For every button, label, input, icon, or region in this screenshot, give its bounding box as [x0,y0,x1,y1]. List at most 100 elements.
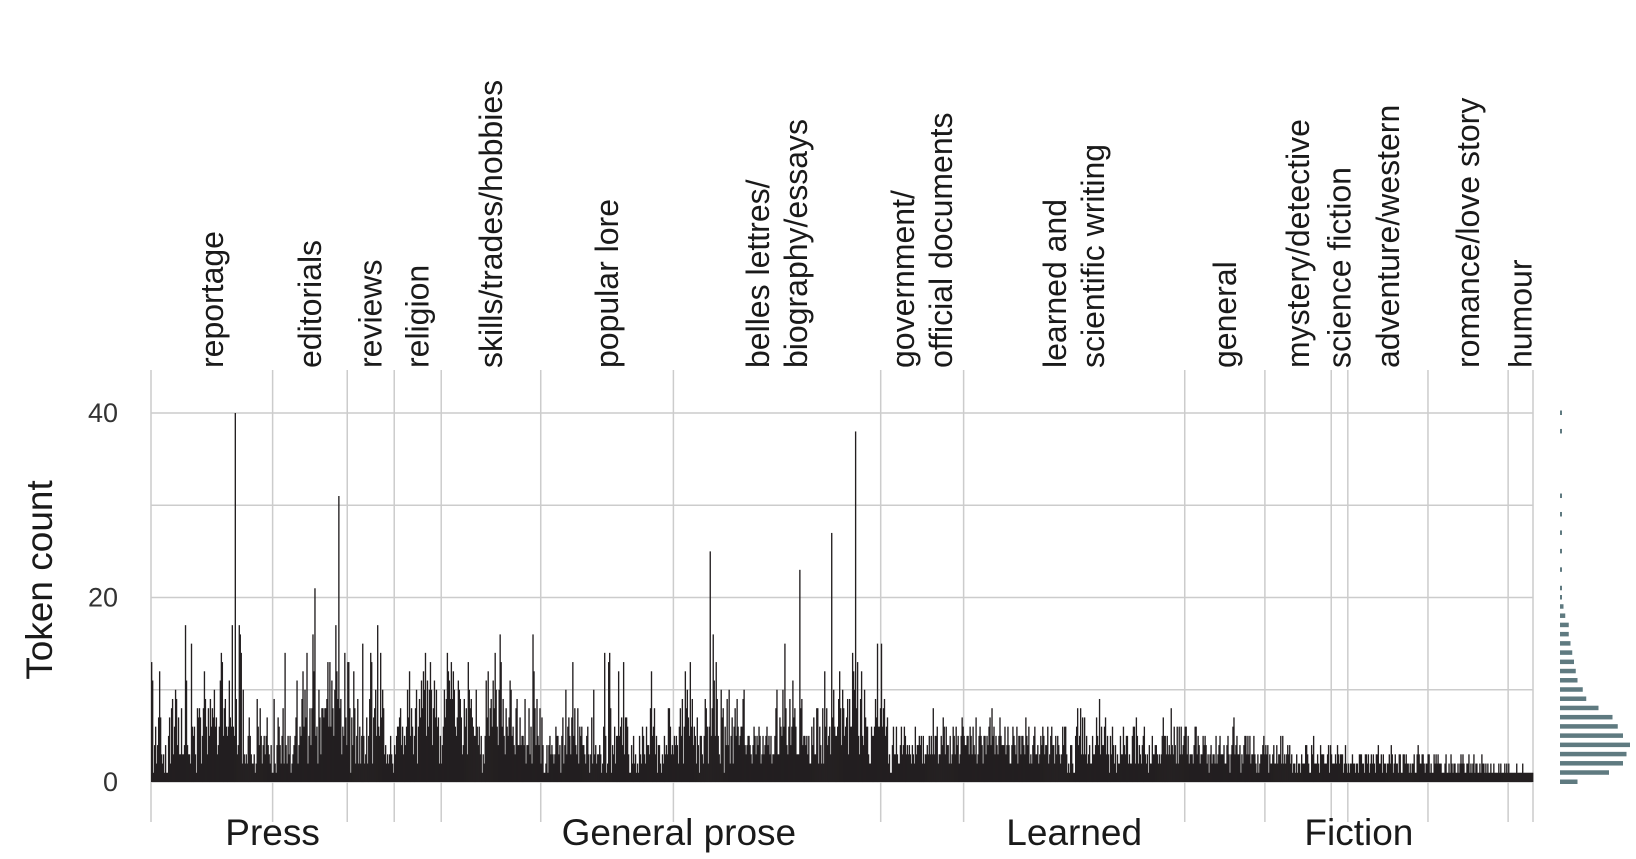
bar [851,652,854,782]
bar [854,431,857,782]
bar [1201,754,1203,782]
bar [1261,754,1263,782]
bar [261,763,263,782]
bar [562,717,564,782]
bar [204,698,207,782]
bar [251,763,253,782]
bar [1000,735,1002,783]
bar [872,735,875,783]
bar [1061,754,1063,782]
bar [1448,763,1450,782]
bar [1017,763,1019,782]
bar [165,772,168,782]
bar [763,754,765,782]
bar [1047,726,1049,782]
bar [1484,772,1486,782]
bar [997,754,999,782]
bar [286,763,288,782]
bar [1353,763,1356,782]
bar [1041,745,1043,782]
bar [234,413,236,782]
bar [453,689,456,782]
bar [364,763,366,782]
bar [581,726,583,782]
bar [1381,772,1384,782]
y-axis: 0 20 40 [88,398,118,797]
bar [1386,763,1388,782]
bar [575,745,577,782]
bar [1252,754,1254,782]
bar [1010,763,1012,782]
bar [802,745,804,782]
bar [1090,763,1093,782]
bar [263,735,265,783]
bar [1455,772,1457,782]
bar [1135,717,1138,782]
bar [783,726,785,782]
bar [423,689,426,782]
bar [727,745,729,782]
bar [805,745,807,782]
bar [1316,754,1319,782]
bar [995,735,997,783]
bar [1154,745,1156,782]
histogram-bar [1560,511,1562,517]
bar [271,772,273,782]
bar [1365,754,1368,782]
bar [440,763,443,782]
bar [629,772,632,782]
bar [1335,763,1338,782]
bar [679,708,682,782]
bar [1110,754,1113,782]
bar [1131,735,1134,783]
bar [459,698,462,782]
bar [1251,754,1253,782]
bar [817,708,819,782]
bar [1475,763,1477,782]
bar [723,772,725,782]
genre-label: adventure/western [1370,105,1406,368]
bar [249,735,251,783]
bar [617,671,620,782]
bar [652,726,655,782]
bar [856,662,859,782]
bar [1214,763,1216,782]
bar [591,717,593,782]
bar [761,754,763,782]
bar [474,735,476,783]
bar [1118,763,1121,782]
bar [1146,754,1149,782]
bar [1495,772,1497,782]
bar [217,745,220,782]
bar [788,726,790,782]
bar [422,671,425,782]
bar [870,726,873,782]
bar [1361,763,1364,782]
bar [956,745,958,782]
bar [267,745,269,782]
bar [608,662,610,782]
bar [331,680,333,782]
bar [233,735,235,783]
bar [466,754,468,782]
bar [1134,763,1137,782]
bar [1464,772,1466,782]
bar [1148,745,1151,782]
bar [927,754,929,782]
bar [1019,735,1021,783]
bar [1256,772,1258,782]
bar [1232,726,1234,782]
bar [1376,754,1379,782]
bar [1473,754,1475,782]
bar [1450,754,1452,782]
bar [532,634,534,782]
bar [287,735,289,783]
bar [1423,763,1425,782]
bar [477,745,479,782]
bar [853,689,856,782]
bar [455,735,458,783]
bar [1499,772,1501,782]
bar [190,643,193,783]
bar [984,735,986,783]
bar [498,689,500,782]
